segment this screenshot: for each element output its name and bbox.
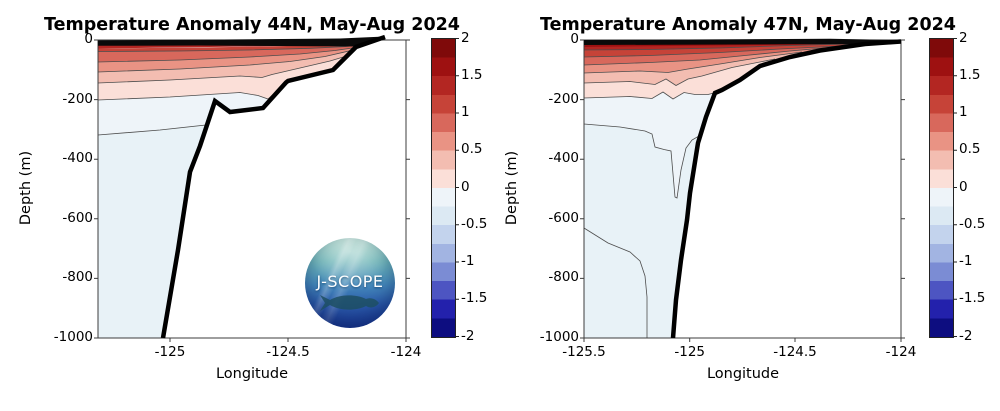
right-xtick-124p5: -124.5 (773, 344, 817, 360)
left-ytick-800: -800 (62, 269, 93, 286)
right-xtick-125: -125 (674, 344, 705, 360)
left-ytick-0: 0 (84, 31, 93, 47)
jscope-logo-label: J-SCOPE (316, 272, 384, 291)
jscope-logo: J-SCOPE (305, 238, 395, 328)
right-cbtick-m1: -1 (959, 253, 973, 269)
left-ytick-1000: -1000 (53, 329, 93, 345)
left-cbtick-1: 1 (461, 104, 470, 120)
left-cbtick-1p5: 1.5 (461, 66, 483, 83)
right-panel-plot (580, 38, 905, 342)
left-ytick-600: -600 (62, 209, 93, 226)
right-ytick-600: -600 (548, 209, 579, 226)
left-colorbar-tick-marks (455, 38, 459, 337)
right-ytick-800: -800 (548, 269, 579, 286)
right-cbtick-2: 2 (959, 29, 968, 46)
right-cbtick-m0p5: -0.5 (959, 215, 986, 232)
left-cbtick-0p5: 0.5 (461, 141, 483, 158)
left-plot-title: Temperature Anomaly 44N, May-Aug 2024 (44, 15, 460, 35)
left-ytick-200: -200 (62, 90, 93, 107)
left-axis-ticks (94, 39, 410, 342)
left-cbtick-m1p5: -1.5 (461, 290, 488, 307)
left-cbtick-m0p5: -0.5 (461, 215, 488, 232)
left-xtick-124: -124 (390, 344, 422, 360)
left-colorbar (431, 37, 456, 338)
right-ytick-400: -400 (548, 150, 579, 167)
left-cbtick-m1: -1 (461, 253, 475, 269)
fish-icon (320, 295, 379, 311)
left-surface-coast-bar (98, 36, 384, 47)
right-cbtick-1p5: 1.5 (959, 66, 981, 83)
left-cbtick-m2: -2 (461, 327, 475, 344)
right-bathymetry-line (670, 39, 902, 339)
right-cbtick-m2: -2 (959, 327, 973, 344)
right-xlabel: Longitude (706, 366, 780, 382)
right-axis-ticks (580, 39, 905, 342)
right-colorbar (929, 37, 954, 338)
right-land-mask (673, 40, 901, 338)
right-xtick-124: -124 (885, 344, 917, 360)
right-surface-coast-bar (584, 38, 901, 45)
left-ytick-400: -400 (62, 150, 93, 167)
left-xlabel: Longitude (215, 366, 289, 382)
left-xtick-124p5: -124.5 (266, 344, 310, 360)
right-cbtick-1: 1 (959, 104, 968, 120)
left-cbtick-0: 0 (461, 178, 470, 195)
right-ytick-200: -200 (548, 90, 579, 107)
right-colorbar-tick-marks (953, 38, 957, 337)
right-cbtick-m1p5: -1.5 (959, 290, 986, 307)
left-panel-plot (94, 34, 410, 342)
right-cbtick-0: 0 (959, 178, 968, 195)
right-xtick-125p5: -125.5 (562, 344, 606, 360)
left-contour-lines (97, 43, 369, 148)
right-ytick-1000: -1000 (539, 329, 579, 345)
left-cbtick-2: 2 (461, 29, 470, 46)
left-xtick-125: -125 (154, 344, 186, 360)
left-bathymetry-line (160, 34, 386, 339)
right-ylabel: Depth (m) (504, 150, 520, 226)
left-ylabel: Depth (m) (18, 150, 34, 226)
right-plot-title: Temperature Anomaly 47N, May-Aug 2024 (540, 15, 956, 35)
right-ytick-0: 0 (570, 31, 579, 47)
right-cbtick-0p5: 0.5 (959, 141, 981, 158)
